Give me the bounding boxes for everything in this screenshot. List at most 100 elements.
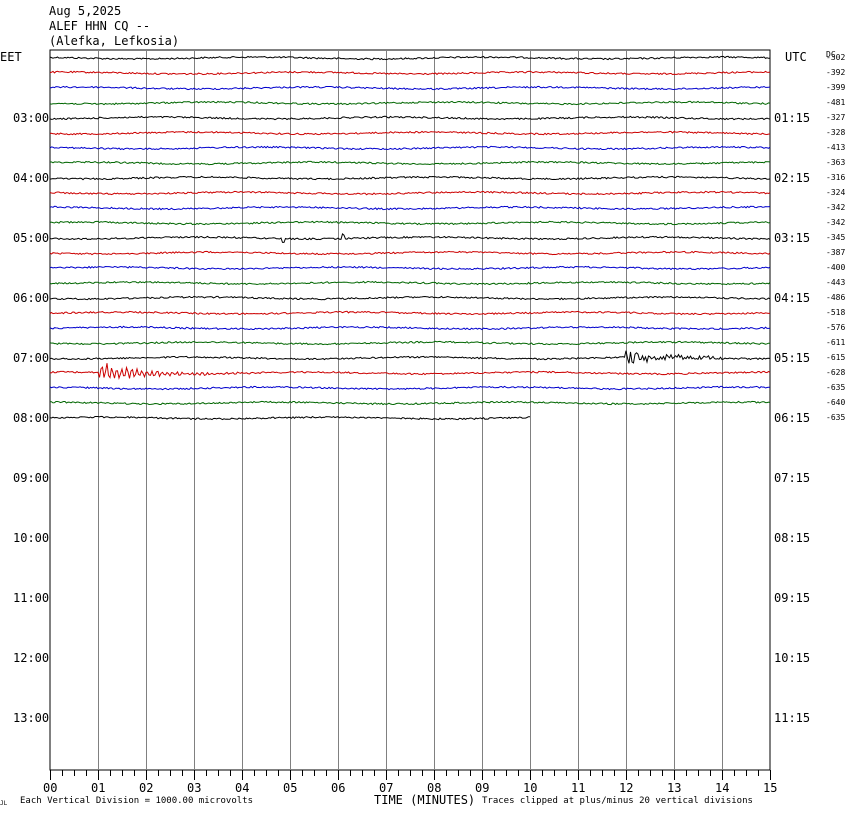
right-hour-label: 01:15 xyxy=(774,111,811,125)
dc-offset-label: -481 xyxy=(826,98,846,107)
dc-offset-label: -628 xyxy=(826,368,846,377)
dc-offset-label: -615 xyxy=(826,353,846,362)
right-timezone-label: UTC xyxy=(785,50,807,64)
left-hour-label: 09:00 xyxy=(13,471,50,485)
x-tick-label: 12 xyxy=(619,781,634,795)
dc-offset-label: -316 xyxy=(826,173,846,182)
dc-offset-label: -387 xyxy=(826,248,846,257)
trace-black xyxy=(49,295,771,301)
trace-black xyxy=(49,350,771,365)
plot-frame xyxy=(49,49,771,771)
x-tick-label: 09 xyxy=(475,781,490,795)
left-hour-label: 06:00 xyxy=(13,291,50,305)
x-tick-label: 08 xyxy=(427,781,442,795)
trace-green xyxy=(49,340,771,346)
corner-mark: JL xyxy=(0,800,8,807)
trace-blue xyxy=(49,325,771,331)
dc-offset-label: -399 xyxy=(826,83,846,92)
x-tick-label: 04 xyxy=(235,781,250,795)
dc-offset-label: -342 xyxy=(826,218,846,227)
x-tick-label: 13 xyxy=(667,781,682,795)
right-hour-label: 09:15 xyxy=(774,591,811,605)
trace-red xyxy=(49,190,771,196)
trace-black xyxy=(49,233,771,243)
right-hour-label: 10:15 xyxy=(774,651,811,665)
trace-blue xyxy=(49,145,771,151)
station-label: ALEF HHN CQ -- xyxy=(49,19,151,33)
trace-green xyxy=(49,400,771,406)
clip-note: Traces clipped at plus/minus 20 vertical… xyxy=(482,796,753,806)
x-tick-label: 01 xyxy=(91,781,106,795)
dc-label: DC xyxy=(826,50,836,59)
dc-offset-label: -302 xyxy=(826,53,846,62)
left-hour-label: 07:00 xyxy=(13,351,50,365)
x-tick-label: 10 xyxy=(523,781,538,795)
x-tick-label: 05 xyxy=(283,781,298,795)
right-hour-label: 08:15 xyxy=(774,531,811,545)
trace-green xyxy=(49,280,771,286)
dc-offset-label: -400 xyxy=(826,263,846,272)
x-tick-label: 11 xyxy=(571,781,586,795)
left-timezone-label: EET xyxy=(0,50,22,64)
trace-red xyxy=(49,130,771,136)
x-tick-label: 02 xyxy=(139,781,154,795)
date-label: Aug 5,2025 xyxy=(49,4,122,18)
left-hour-label: 10:00 xyxy=(13,531,50,545)
x-tick-label: 15 xyxy=(763,781,778,795)
right-hour-label: 03:15 xyxy=(774,231,811,245)
dc-offset-label: -328 xyxy=(826,128,846,137)
dc-offset-label: -363 xyxy=(826,158,846,167)
left-hour-label: 13:00 xyxy=(13,711,50,725)
trace-blue xyxy=(49,265,771,271)
trace-black xyxy=(49,55,770,61)
x-tick-label: 14 xyxy=(715,781,730,795)
x-tick-label: 00 xyxy=(43,781,58,795)
left-hour-label: 04:00 xyxy=(13,171,50,185)
trace-red xyxy=(49,250,771,256)
trace-red xyxy=(49,310,771,316)
right-hour-label: 05:15 xyxy=(774,351,811,365)
trace-red xyxy=(49,363,771,380)
left-hour-label: 08:00 xyxy=(13,411,50,425)
dc-offset-label: -345 xyxy=(826,233,846,242)
dc-offset-label: -324 xyxy=(826,188,846,197)
dc-offset-label: -486 xyxy=(826,293,846,302)
dc-offset-label: -342 xyxy=(826,203,846,212)
dc-offset-label: -327 xyxy=(826,113,846,122)
right-hour-label: 06:15 xyxy=(774,411,811,425)
dc-offset-label: -640 xyxy=(826,398,846,407)
dc-offset-label: -635 xyxy=(826,383,846,392)
location-label: (Alefka, Lefkosia) xyxy=(49,34,180,48)
trace-black xyxy=(49,175,771,181)
trace-red xyxy=(49,70,771,76)
left-hour-label: 03:00 xyxy=(13,111,50,125)
right-hour-label: 04:15 xyxy=(774,291,811,305)
x-tick-label: 06 xyxy=(331,781,346,795)
dc-offset-label: -392 xyxy=(826,68,846,77)
dc-offset-label: -518 xyxy=(826,308,846,317)
trace-black xyxy=(49,115,771,121)
left-hour-label: 05:00 xyxy=(13,231,50,245)
trace-blue xyxy=(49,385,770,391)
trace-black xyxy=(49,415,531,421)
dc-offset-label: -413 xyxy=(826,143,846,152)
dc-offset-label: -576 xyxy=(826,323,846,332)
dc-offset-label: -443 xyxy=(826,278,846,287)
right-hour-label: 02:15 xyxy=(774,171,811,185)
dc-offset-label: -611 xyxy=(826,338,846,347)
left-hour-label: 11:00 xyxy=(13,591,50,605)
dc-offset-label: -635 xyxy=(826,413,846,422)
x-axis-title: TIME (MINUTES) xyxy=(374,793,476,807)
right-hour-label: 07:15 xyxy=(774,471,811,485)
trace-blue xyxy=(49,85,771,91)
x-tick-label: 07 xyxy=(379,781,394,795)
trace-blue xyxy=(49,205,771,211)
right-hour-label: 11:15 xyxy=(774,711,811,725)
left-hour-label: 12:00 xyxy=(13,651,50,665)
trace-green xyxy=(49,100,771,106)
scale-note: Each Vertical Division = 1000.00 microvo… xyxy=(20,796,253,806)
trace-green xyxy=(49,220,771,226)
trace-green xyxy=(49,160,771,166)
x-tick-label: 03 xyxy=(187,781,202,795)
